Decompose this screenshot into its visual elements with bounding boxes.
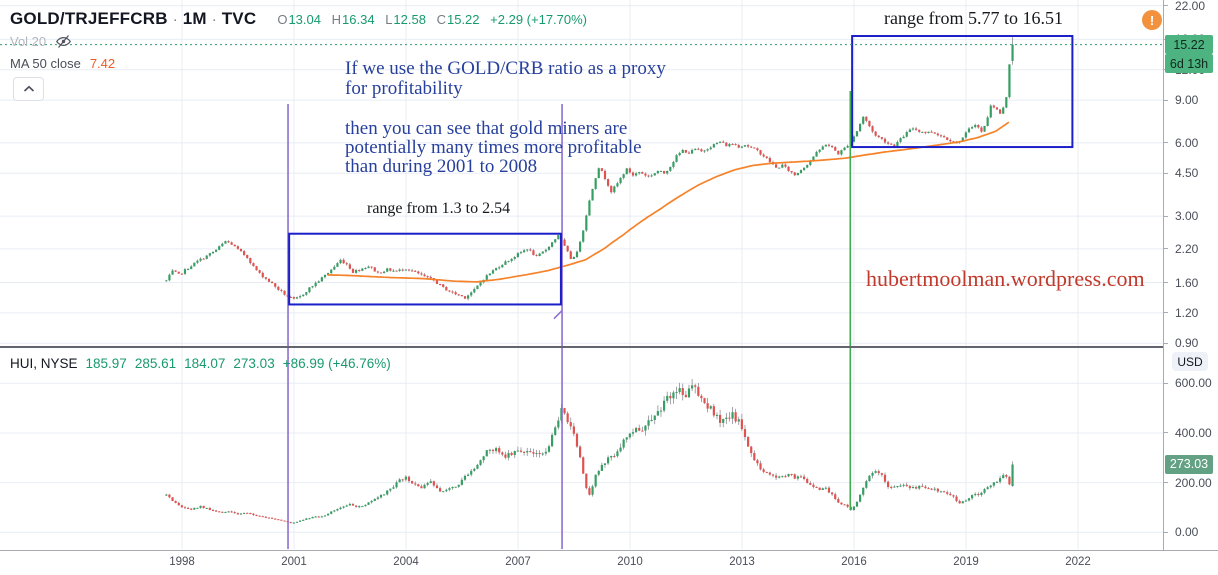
price-label-0.00: 0.00 xyxy=(1163,525,1198,540)
price-label-1.20: 1.20 xyxy=(1163,305,1198,320)
separator-dot: · xyxy=(172,10,178,28)
high-value: 16.34 xyxy=(342,11,375,27)
symbol-name[interactable]: GOLD/TRJEFFCRB xyxy=(10,9,168,28)
volume-indicator-label[interactable]: Vol 20 xyxy=(10,33,47,49)
open-value: 13.04 xyxy=(288,11,321,27)
time-label-2019: 2019 xyxy=(953,556,979,568)
change-value: +2.29 (+17.70%) xyxy=(490,11,588,27)
separator-dot: · xyxy=(211,10,217,28)
ma-indicator-value: 7.42 xyxy=(89,55,116,71)
interval-label[interactable]: 1M xyxy=(182,9,207,28)
price-label-3.00: 3.00 xyxy=(1163,209,1198,224)
close-value: 15.22 xyxy=(446,11,480,27)
time-label-2010: 2010 xyxy=(617,556,643,568)
chevron-up-icon xyxy=(23,85,34,92)
alert-notification-badge[interactable]: ! xyxy=(1142,10,1162,30)
pane2-symbol-name[interactable]: HUI, NYSE xyxy=(10,355,78,371)
time-label-2013: 2013 xyxy=(729,556,755,568)
pane2-symbol-legend[interactable]: HUI, NYSE 185.97 285.61 184.07 273.03 +8… xyxy=(10,353,391,373)
pane2-last-price-badge: 273.03 xyxy=(1165,454,1213,474)
pane2-low-value: 184.07 xyxy=(184,355,226,371)
ma-indicator-label[interactable]: MA 50 close xyxy=(10,55,81,71)
time-label-2022: 2022 xyxy=(1065,556,1091,568)
annotation-watermark[interactable]: hubertmoolman.wordpress.com xyxy=(866,266,1145,291)
time-label-2007: 2007 xyxy=(505,556,531,568)
price-chart-canvas[interactable] xyxy=(0,0,1163,549)
price-label-6.00: 6.00 xyxy=(1163,135,1198,150)
pane2-open-value: 185.97 xyxy=(85,355,127,371)
price-axis[interactable]: USD 22.0016.0012.009.006.004.503.002.201… xyxy=(1163,0,1218,549)
price-axis-border xyxy=(1163,0,1164,550)
price-label-400.00: 400.00 xyxy=(1163,425,1212,440)
annotation-note-miners[interactable]: then you can see that gold miners are po… xyxy=(345,118,642,177)
low-value: 12.58 xyxy=(393,11,426,27)
price-label-9.00: 9.00 xyxy=(1163,93,1198,108)
time-label-2004: 2004 xyxy=(393,556,419,568)
exchange-label: TVC xyxy=(221,9,257,28)
pane-divider[interactable] xyxy=(0,346,1218,348)
pane2-change-value: +86.99 (+46.76%) xyxy=(282,355,391,371)
annotation-range-2[interactable]: range from 5.77 to 16.51 xyxy=(884,8,1063,28)
symbol-legend[interactable]: GOLD/TRJEFFCRB · 1M · TVC O13.04 H16.34 … xyxy=(10,7,587,31)
last-price-badge: 15.22 xyxy=(1165,35,1213,55)
price-label-1.60: 1.60 xyxy=(1163,275,1198,290)
annotation-range-1[interactable]: range from 1.3 to 2.54 xyxy=(367,200,511,217)
low-label: L xyxy=(385,11,393,27)
price-label-4.50: 4.50 xyxy=(1163,166,1198,181)
time-label-2016: 2016 xyxy=(841,556,867,568)
close-label: C xyxy=(436,11,446,27)
pane2-high-value: 285.61 xyxy=(134,355,177,371)
price-label-0.90: 0.90 xyxy=(1163,336,1198,351)
annotation-note-proxy[interactable]: If we use the GOLD/CRB ratio as a proxy … xyxy=(345,58,666,99)
price-label-200.00: 200.00 xyxy=(1163,475,1212,490)
time-label-2001: 2001 xyxy=(281,556,307,568)
open-label: O xyxy=(277,11,288,27)
time-label-1998: 1998 xyxy=(169,556,195,568)
time-axis[interactable]: 1998 2001 2004 2007 2010 2013 2016 2019 2022 xyxy=(0,550,1218,575)
collapse-legend-button[interactable] xyxy=(13,77,44,101)
ma-indicator-legend[interactable]: MA 50 close 7.42 xyxy=(10,53,115,73)
high-label: H xyxy=(331,11,342,27)
eye-hidden-icon[interactable] xyxy=(55,33,72,50)
pane2-close-value: 273.03 xyxy=(233,355,275,371)
price-label-22.00: 22.00 xyxy=(1163,0,1205,13)
bar-countdown-badge: 6d 13h xyxy=(1165,54,1213,74)
currency-toggle-badge[interactable]: USD xyxy=(1172,352,1208,371)
price-label-2.20: 2.20 xyxy=(1163,241,1198,256)
ohlc-values: O13.04 H16.34 L12.58 C15.22 +2.29 (+17.7… xyxy=(270,12,587,27)
price-label-600.00: 600.00 xyxy=(1163,376,1212,391)
volume-indicator-legend[interactable]: Vol 20 xyxy=(10,31,72,51)
